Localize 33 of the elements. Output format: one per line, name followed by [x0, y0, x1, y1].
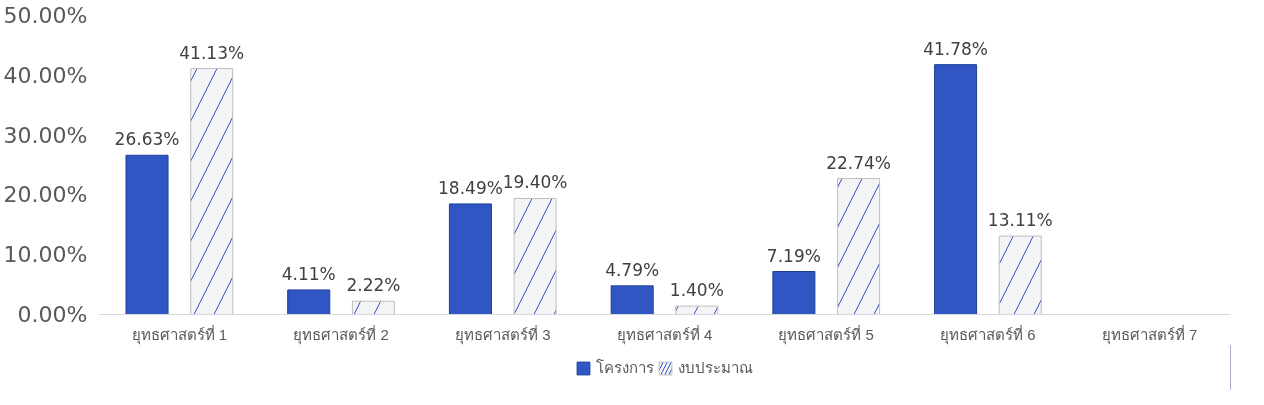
data-label: 18.49%	[438, 177, 503, 198]
data-label: 7.19%	[766, 245, 821, 266]
data-label: 41.13%	[179, 42, 245, 63]
bar	[610, 285, 654, 315]
bar	[287, 289, 331, 315]
y-tick-label: 20.00%	[3, 182, 88, 208]
x-tick-label: ยุทธศาสตร์ที่ 1	[131, 323, 228, 345]
y-tick-label: 10.00%	[3, 242, 88, 268]
x-tick-label: ยุทธศาสตร์ที่ 7	[1101, 323, 1198, 345]
legend-label: โครงการ	[596, 357, 654, 378]
y-tick-label: 0.00%	[17, 302, 88, 327]
x-tick-label: ยุทธศาสตร์ที่ 4	[616, 323, 713, 345]
x-tick-label: ยุทธศาสตร์ที่ 6	[940, 323, 1036, 345]
data-label: 41.78%	[923, 38, 988, 59]
data-label: 2.22%	[346, 275, 401, 296]
data-label: 4.79%	[605, 259, 660, 280]
y-tick-label: 30.00%	[3, 122, 88, 148]
data-label: 1.40%	[669, 280, 724, 301]
bar	[772, 271, 816, 315]
data-label: 4.11%	[281, 263, 336, 284]
data-label: 19.40%	[502, 172, 568, 193]
data-label: 22.74%	[826, 152, 891, 173]
y-tick-label: 40.00%	[3, 62, 88, 88]
bar	[934, 64, 978, 315]
y-tick-label: 50.00%	[3, 3, 88, 28]
data-label: 26.63%	[114, 129, 180, 150]
x-tick-label: ยุทธศาสตร์ที่ 5	[778, 323, 874, 345]
bar	[448, 203, 492, 315]
data-label: 13.11%	[987, 210, 1053, 231]
bar	[125, 154, 169, 315]
x-tick-label: ยุทธศาสตร์ที่ 3	[455, 323, 551, 345]
x-tick-label: ยุทธศาสตร์ที่ 2	[293, 323, 389, 345]
legend-label: งบประมาณ	[678, 357, 753, 378]
